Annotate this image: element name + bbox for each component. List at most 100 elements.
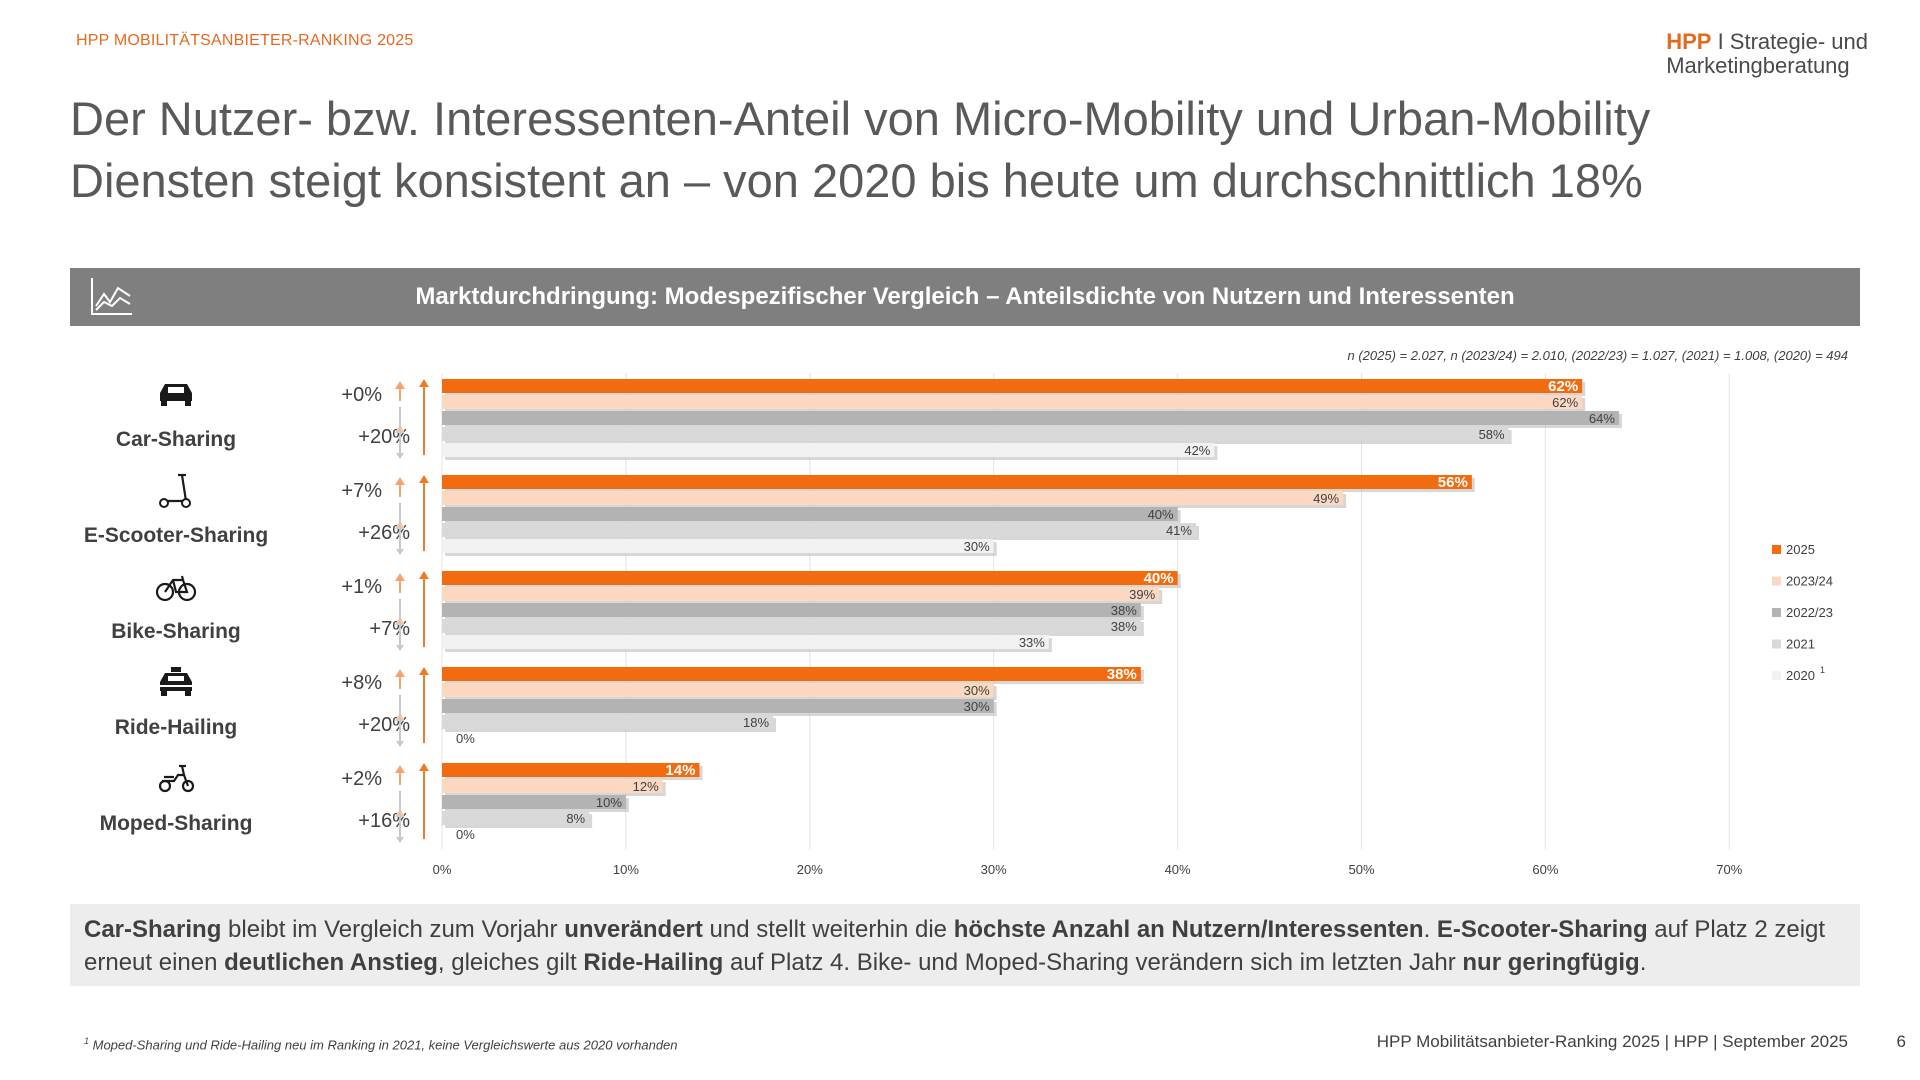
bicycle-frame <box>164 578 189 594</box>
bar-2023-24 <box>442 491 1344 505</box>
data-label: 42% <box>1184 443 1210 458</box>
bar-2021 <box>442 715 774 729</box>
summary-text: E-Scooter-Sharing <box>1436 916 1648 943</box>
legend-label: 2023/24 <box>1786 574 1833 589</box>
footer-text: HPP Mobilitätsanbieter-Ranking 2025 | HP… <box>1376 1032 1848 1051</box>
bar-2020 <box>442 443 1215 457</box>
summary-text: bleibt im Vergleich zum Vorjahr <box>221 916 565 943</box>
car-icon <box>160 384 192 406</box>
summary-text: höchste Anzahl an Nutzern/Interessenten <box>953 916 1424 943</box>
bar-2021 <box>442 427 1509 441</box>
report-kicker: HPP MOBILITÄTSANBIETER-RANKING 2025 <box>76 32 414 49</box>
moped-icon <box>158 764 195 793</box>
title-line-1: Der Nutzer- bzw. Interessenten-Anteil vo… <box>70 92 1651 145</box>
summary-text: Ride-Hailing <box>583 949 724 976</box>
x-tick-label: 20% <box>797 862 823 877</box>
arrow-up-small-icon <box>395 573 405 593</box>
bar-2021 <box>442 523 1196 537</box>
bar-2022-23 <box>442 411 1619 425</box>
arrow-down-icon <box>396 453 404 459</box>
legend-swatch <box>1772 545 1781 554</box>
bar-2022-23 <box>442 603 1141 617</box>
page-number: 6 <box>1896 1032 1906 1051</box>
car-window <box>168 387 184 393</box>
summary-text: und stellt weiterhin die <box>702 916 954 943</box>
car-wheel <box>161 401 167 406</box>
data-label: 40% <box>1148 507 1174 522</box>
scooter-wheel <box>181 498 191 508</box>
x-tick-label: 50% <box>1348 862 1374 877</box>
delta-previous-year: +2% <box>341 768 382 790</box>
delta-previous-year: +0% <box>341 384 382 406</box>
bar-2023-24 <box>442 587 1160 601</box>
summary-text: . <box>1639 949 1647 976</box>
taxi-icon <box>160 667 192 696</box>
category-label: Ride-Hailing <box>115 716 238 739</box>
arrow-up-small-icon <box>395 765 405 785</box>
bar-2025 <box>442 475 1472 489</box>
x-tick-label: 10% <box>613 862 639 877</box>
summary-text: , gleiches gilt <box>437 949 584 976</box>
delta-previous-year: +1% <box>341 576 382 598</box>
data-label: 12% <box>633 779 659 794</box>
delta-previous-year: +7% <box>341 480 382 502</box>
bar-2020 <box>442 539 994 553</box>
data-label: 62% <box>1548 378 1578 395</box>
bar-2022-23 <box>442 795 626 809</box>
data-label: 40% <box>1144 570 1174 587</box>
delta-vs-2020: +7% <box>369 618 410 640</box>
bar-2023-24 <box>442 395 1583 409</box>
arrow-up-small-icon <box>395 477 405 497</box>
x-tick-label: 0% <box>433 862 452 877</box>
legend-label: 2025 <box>1786 542 1815 557</box>
summary-text: auf Platz 2 zeigt erneut einen <box>84 916 1826 976</box>
summary-text: nur geringfügig <box>1462 949 1640 976</box>
bar-chart: 0% 10% 20% 30% 40% 50% 60% 70%Car-Sharing+0%+20… <box>84 373 1833 877</box>
legend-label: 2022/23 <box>1786 605 1833 620</box>
bar-2025 <box>442 379 1583 393</box>
data-label: 62% <box>1552 395 1578 410</box>
legend-swatch <box>1772 671 1781 680</box>
data-label: 58% <box>1479 427 1505 442</box>
brand-hpp: HPP <box>1666 29 1712 54</box>
summary-text: auf Platz 4. Bike- und Moped-Sharing ver… <box>723 949 1463 976</box>
arrow-up-small-icon <box>395 381 405 401</box>
arrow-up-icon <box>419 379 429 455</box>
page-title: Der Nutzer- bzw. Interessenten-Anteil vo… <box>70 88 1770 212</box>
category-label: E-Scooter-Sharing <box>84 524 268 547</box>
legend-swatch <box>1772 608 1781 617</box>
bar-2021 <box>442 811 590 825</box>
bicycle-icon <box>155 575 197 602</box>
category-label: Moped-Sharing <box>100 812 253 835</box>
bar-2022-23 <box>442 699 994 713</box>
brand-tagline-1: I Strategie- und <box>1711 29 1868 54</box>
arrow-down-icon <box>396 837 404 843</box>
moped-wheel <box>181 779 195 793</box>
x-tick-label: 30% <box>981 862 1007 877</box>
x-tick-label: 60% <box>1532 862 1558 877</box>
data-label: 30% <box>964 539 990 554</box>
data-label: 0% <box>456 731 475 746</box>
arrow-down-icon <box>396 645 404 651</box>
brand-tagline-2: Marketingberatung <box>1666 53 1850 78</box>
footnote-mark: 1 <box>84 1036 90 1046</box>
taxi-wheel <box>185 691 191 696</box>
data-label: 49% <box>1313 491 1339 506</box>
category-label: Car-Sharing <box>116 428 236 451</box>
summary-text: unverändert <box>564 916 703 943</box>
summary-text: . <box>1423 916 1437 943</box>
arrow-up-icon <box>419 763 429 839</box>
bar-2023-24 <box>442 683 994 697</box>
data-label: 18% <box>743 715 769 730</box>
arrow-down-icon <box>396 741 404 747</box>
legend-swatch <box>1772 576 1781 586</box>
bar-2020 <box>442 635 1049 649</box>
legend-swatch <box>1772 639 1781 649</box>
footnote-text: Moped-Sharing und Ride-Hailing neu im Ra… <box>89 1037 678 1053</box>
moped-body <box>162 773 190 787</box>
taxi-stripe <box>160 685 192 687</box>
summary-box: Car-Sharing bleibt im Vergleich zum Vorj… <box>70 904 1860 986</box>
brand-logo: HPP I Strategie- und Marketingberatung <box>1666 30 1868 78</box>
chart-banner: Marktdurchdringung: Modespezifischer Ver… <box>70 268 1860 326</box>
x-tick-label: 70% <box>1716 862 1742 877</box>
